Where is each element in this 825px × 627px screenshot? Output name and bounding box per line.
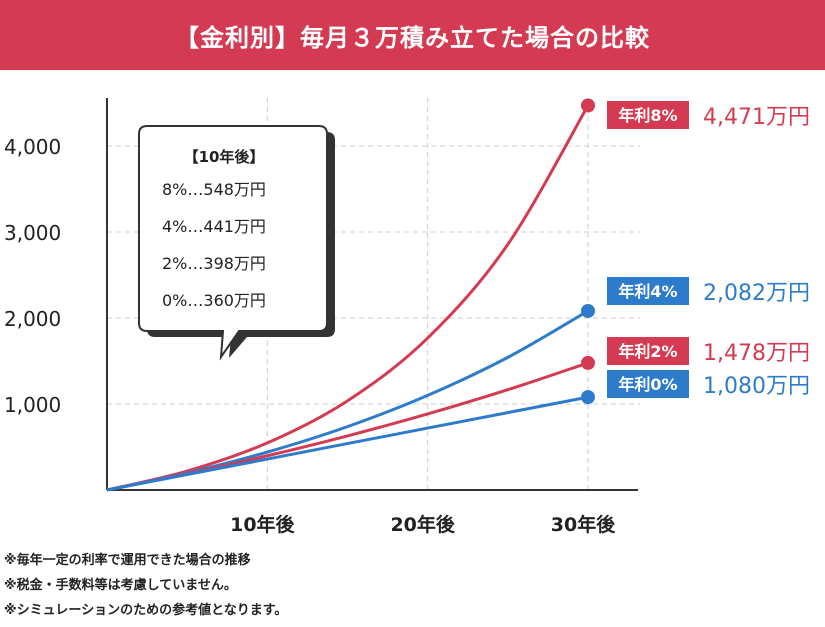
series-end-value-label: 1,080万円: [703, 374, 810, 399]
series-name-label: 年利8%: [618, 106, 677, 125]
chart-title: 【金利別】毎月３万積み立てた場合の比較: [175, 23, 650, 52]
y-tick-label: 2,000: [4, 307, 61, 331]
callout-title: 【10年後】: [184, 148, 265, 166]
series-badge: [607, 337, 689, 365]
y-tick-label: 4,000: [4, 135, 61, 159]
chart-title-banner: 【金利別】毎月３万積み立てた場合の比較: [0, 0, 825, 70]
series-name-label: 年利4%: [618, 282, 677, 301]
series-end-value-label: 4,471万円: [703, 105, 810, 130]
footnote: ※シミュレーションのための参考値となります。: [4, 603, 288, 618]
x-tick-label: 20年後: [390, 513, 455, 536]
series-name-label: 年利2%: [618, 342, 677, 361]
x-tick-label: 30年後: [551, 513, 616, 536]
series-line: [106, 395, 589, 492]
callout-line: 0%…360万円: [162, 291, 266, 310]
series-line: [106, 104, 590, 492]
series-end-value-label: 1,478万円: [703, 341, 810, 366]
series-name-label: 年利0%: [618, 375, 677, 394]
callout-bubble: [138, 125, 328, 361]
series-badge: [607, 277, 689, 305]
series-badge: [607, 101, 689, 129]
series-end-point: [581, 303, 595, 318]
y-tick-label: 1,000: [4, 393, 61, 417]
line-chart: 1,000 2,000 3,000 4,000 10年後 20年後 30年後 年利8% 4,47…: [4, 98, 810, 536]
footnote: ※毎年一定の利率で運用できた場合の推移: [4, 553, 251, 568]
callout-line: 4%…441万円: [162, 217, 266, 236]
footnotes: ※毎年一定の利率で運用できた場合の推移 ※税金・手数料等は考慮していません。 ※…: [4, 548, 287, 623]
x-tick-label: 10年後: [230, 513, 295, 536]
y-tick-label: 3,000: [4, 221, 61, 245]
series-end-point: [581, 355, 595, 370]
footnote: ※税金・手数料等は考慮していません。: [4, 578, 237, 593]
series-end-point: [581, 98, 595, 113]
series-badge: [607, 370, 689, 398]
callout-line: 2%…398万円: [162, 254, 266, 273]
series-end-point: [581, 390, 595, 405]
series-end-value-label: 2,082万円: [703, 281, 810, 306]
callout-line: 8%…548万円: [162, 180, 266, 199]
